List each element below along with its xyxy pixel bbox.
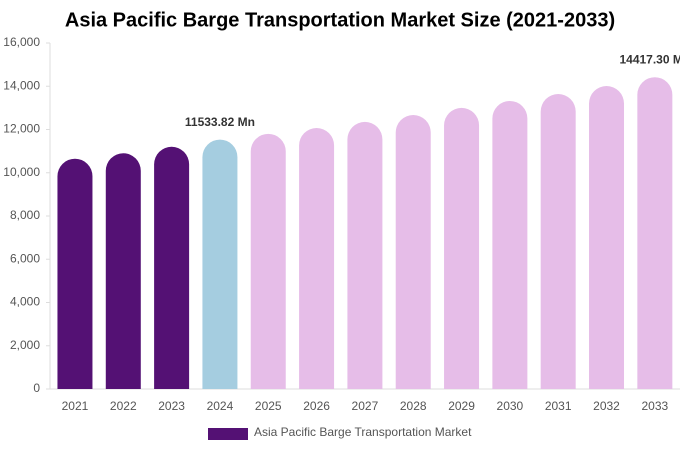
x-tick-label: 2026 bbox=[303, 399, 330, 413]
bar bbox=[540, 94, 576, 389]
bar bbox=[395, 115, 431, 390]
bar bbox=[250, 133, 286, 389]
x-tick-label: 2030 bbox=[497, 399, 524, 413]
x-tick-label: 2021 bbox=[62, 399, 89, 413]
y-tick-label: 2,000 bbox=[10, 338, 40, 352]
bar bbox=[492, 100, 528, 389]
chart-title: Asia Pacific Barge Transportation Market… bbox=[65, 9, 615, 31]
x-tick-label: 2029 bbox=[448, 399, 475, 413]
x-tick-label: 2027 bbox=[352, 399, 379, 413]
bar bbox=[154, 146, 190, 389]
x-tick-label: 2022 bbox=[110, 399, 137, 413]
y-tick-label: 10,000 bbox=[3, 165, 40, 179]
x-tick-label: 2025 bbox=[255, 399, 282, 413]
x-tick-label: 2023 bbox=[158, 399, 185, 413]
bar bbox=[105, 153, 141, 389]
bar bbox=[202, 139, 238, 389]
bar bbox=[57, 158, 93, 389]
data-label: 11533.82 Mn bbox=[185, 115, 255, 129]
y-tick-label: 12,000 bbox=[3, 122, 40, 136]
x-tick-label: 2028 bbox=[400, 399, 427, 413]
x-tick-label: 2031 bbox=[545, 399, 572, 413]
y-tick-label: 16,000 bbox=[3, 35, 40, 49]
bar bbox=[347, 121, 383, 389]
legend-label: Asia Pacific Barge Transportation Market bbox=[254, 425, 472, 439]
y-tick-label: 8,000 bbox=[10, 208, 40, 222]
legend-swatch bbox=[208, 428, 248, 440]
x-tick-label: 2032 bbox=[593, 399, 620, 413]
data-label: 14417.30 Mn bbox=[619, 52, 680, 66]
bar bbox=[444, 107, 480, 389]
y-tick-label: 6,000 bbox=[10, 251, 40, 265]
bar bbox=[299, 127, 335, 389]
bar bbox=[637, 77, 673, 389]
y-tick-label: 14,000 bbox=[3, 78, 40, 92]
y-tick-label: 0 bbox=[33, 381, 40, 395]
y-tick-label: 4,000 bbox=[10, 295, 40, 309]
x-tick-label: 2024 bbox=[207, 399, 234, 413]
x-tick-label: 2033 bbox=[641, 399, 668, 413]
bar bbox=[589, 86, 625, 389]
